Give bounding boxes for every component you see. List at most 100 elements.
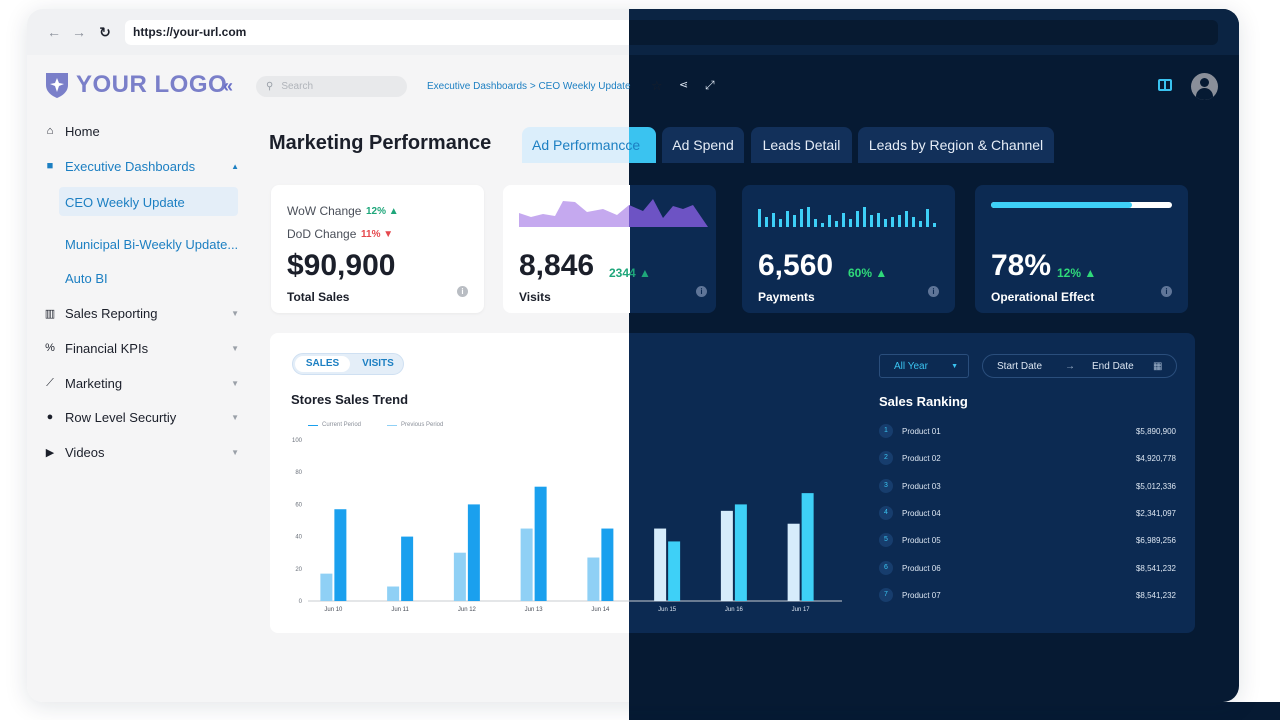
sales-visits-toggle[interactable]: SALES VISITS — [292, 353, 404, 375]
product-name: Product 01 — [902, 427, 941, 436]
sidebar-item-financial-kpis[interactable]: % Financial KPIs ▼ — [42, 337, 239, 359]
collapse-sidebar-icon[interactable]: « — [223, 76, 234, 96]
bar-previous-period[interactable] — [587, 557, 600, 601]
avatar[interactable] — [1191, 73, 1218, 100]
tab-ad-spend[interactable]: Ad Spend — [662, 127, 744, 163]
date-range-picker[interactable]: Start Date → End Date ▦ — [982, 354, 1177, 378]
sidebar-item-label: Home — [65, 123, 100, 139]
payments-change: 60% ▲ — [848, 266, 888, 280]
info-icon[interactable]: i — [457, 286, 468, 297]
bar-current-period[interactable] — [734, 504, 747, 601]
bar-previous-period[interactable] — [520, 528, 533, 601]
chart-title: Stores Sales Trend — [291, 392, 409, 407]
tab-ad-performance[interactable] — [522, 127, 629, 163]
y-tick-label: 40 — [295, 535, 302, 541]
forward-arrow-icon[interactable]: → — [72, 24, 86, 40]
search-input[interactable]: ⚲ Search — [256, 76, 407, 97]
tab-leads-by-region[interactable]: Leads by Region & Channel — [858, 127, 1054, 163]
address-bar[interactable]: https://your-url.com — [125, 20, 1218, 45]
sidebar-item-home[interactable]: ⌂ Home — [42, 120, 242, 142]
ranking-row[interactable]: 6 Product 06 $8,541,232 — [879, 560, 1176, 575]
x-tick-label: Jun 14 — [591, 607, 610, 613]
ranking-row[interactable]: 3 Product 03 $5,012,336 — [879, 478, 1176, 493]
legend-label: Current Period — [322, 422, 362, 428]
bar-current-period[interactable] — [601, 528, 614, 601]
panel-layout-icon[interactable] — [1158, 79, 1172, 91]
kpi-card-total-sales: WoW Change 12% ▲ DoD Change 11% ▼ $90,90… — [271, 185, 484, 313]
sidebar-item-videos[interactable]: ▶ Videos ▼ — [42, 441, 239, 463]
info-icon[interactable]: i — [696, 286, 707, 297]
x-tick-label: Jun 11 — [391, 607, 409, 613]
share-icon[interactable]: ⋖ — [679, 79, 689, 91]
bar-current-period[interactable] — [334, 509, 347, 601]
bar-previous-period[interactable] — [453, 552, 466, 601]
product-value: $8,541,232 — [1135, 563, 1176, 573]
bar-current-period[interactable] — [467, 504, 480, 601]
toggle-sales[interactable]: SALES — [295, 356, 350, 372]
bar-current-period[interactable] — [401, 536, 414, 601]
wow-change-label: WoW Change — [287, 204, 362, 218]
tab-leads-detail[interactable]: Leads Detail — [751, 127, 852, 163]
bar-previous-period[interactable] — [387, 586, 400, 601]
star-icon[interactable]: ☆ — [651, 78, 663, 93]
expand-icon[interactable]: ⤢ — [705, 78, 715, 92]
bar-previous-period[interactable] — [787, 523, 800, 601]
bar-previous-period[interactable] — [654, 528, 667, 601]
bar-current-period[interactable] — [801, 493, 814, 601]
payments-bar-sparkline — [758, 207, 936, 227]
product-name: Product 03 — [902, 481, 941, 491]
product-name: Product 02 — [902, 454, 941, 464]
calendar-icon[interactable]: ▦ — [1153, 361, 1163, 372]
chevron-down-icon: ▼ — [231, 447, 239, 457]
product-name: Product 06 — [902, 563, 941, 573]
logo[interactable]: YOUR LOGO — [44, 71, 227, 99]
back-arrow-icon[interactable]: ← — [47, 24, 61, 40]
url-text: https://your-url.com — [133, 25, 247, 39]
arrow-right-icon: → — [1065, 361, 1075, 372]
sidebar-item-label: Marketing — [65, 375, 123, 391]
rank-number: 6 — [879, 560, 893, 575]
sidebar-item-label: Sales Reporting — [65, 305, 158, 321]
product-name: Product 05 — [902, 536, 941, 546]
sidebar-subitem-auto-bi[interactable]: Auto BI — [65, 271, 108, 286]
legend-previous-period: Previous Period — [387, 422, 443, 428]
year-filter-select[interactable]: All Year ▼ — [879, 354, 969, 378]
ranking-row[interactable]: 4 Product 04 $2,341,097 — [879, 505, 1176, 520]
bar-previous-period[interactable] — [720, 510, 733, 601]
info-icon[interactable]: i — [1161, 286, 1172, 297]
sidebar-item-executive-dashboards[interactable]: ■ Executive Dashboards ▲ — [42, 155, 239, 177]
operational-label: Operational Effect — [991, 290, 1095, 304]
sidebar-item-marketing[interactable]: ⟋ Marketing ▼ — [42, 372, 239, 394]
end-date-field[interactable]: End Date — [1092, 361, 1134, 372]
ranking-row[interactable]: 1 Product 01 $5,890,900 — [879, 424, 1176, 438]
ranking-row[interactable]: 2 Product 02 $4,920,778 — [879, 451, 1176, 466]
toggle-visits[interactable]: VISITS — [362, 358, 394, 369]
visits-change: 2344 ▲ — [609, 266, 651, 280]
reload-icon[interactable]: ↻ — [99, 24, 111, 40]
start-date-field[interactable]: Start Date — [997, 361, 1043, 372]
play-circle-icon: ▶ — [45, 446, 55, 459]
bar-previous-period[interactable] — [320, 573, 333, 601]
sidebar-subitem-ceo-weekly-update[interactable]: CEO Weekly Update — [65, 195, 185, 210]
chevron-down-icon: ▼ — [951, 362, 958, 370]
chevron-down-icon: ▼ — [231, 343, 239, 353]
sidebar-item-row-level-security[interactable]: ● Row Level Securtiy ▼ — [42, 406, 239, 428]
ranking-row[interactable]: 7 Product 07 $8,541,232 — [879, 587, 1176, 602]
sidebar-item-sales-reporting[interactable]: ▥ Sales Reporting ▼ — [42, 302, 239, 324]
line-chart-icon: ⟋ — [46, 376, 54, 389]
product-value: $6,989,256 — [1135, 536, 1176, 546]
tab-ad-performance-label: Ad Performancce — [532, 137, 641, 153]
bar-current-period[interactable] — [534, 486, 547, 601]
wow-change-value: 12% ▲ — [366, 206, 399, 217]
y-tick-label: 100 — [292, 438, 303, 444]
ranking-row[interactable]: 5 Product 05 $6,989,256 — [879, 533, 1176, 548]
info-icon[interactable]: i — [928, 286, 939, 297]
breadcrumb[interactable]: Executive Dashboards > CEO Weekly Update — [427, 81, 631, 92]
rank-number: 7 — [879, 587, 893, 602]
chevron-down-icon: ▼ — [231, 378, 239, 388]
x-tick-label: Jun 17 — [792, 607, 811, 613]
chevron-down-icon: ▼ — [231, 412, 239, 422]
operational-value: 78% — [991, 249, 1052, 282]
sidebar-subitem-municipal-update[interactable]: Municipal Bi-Weekly Update... — [65, 237, 239, 252]
bar-current-period[interactable] — [668, 541, 681, 601]
